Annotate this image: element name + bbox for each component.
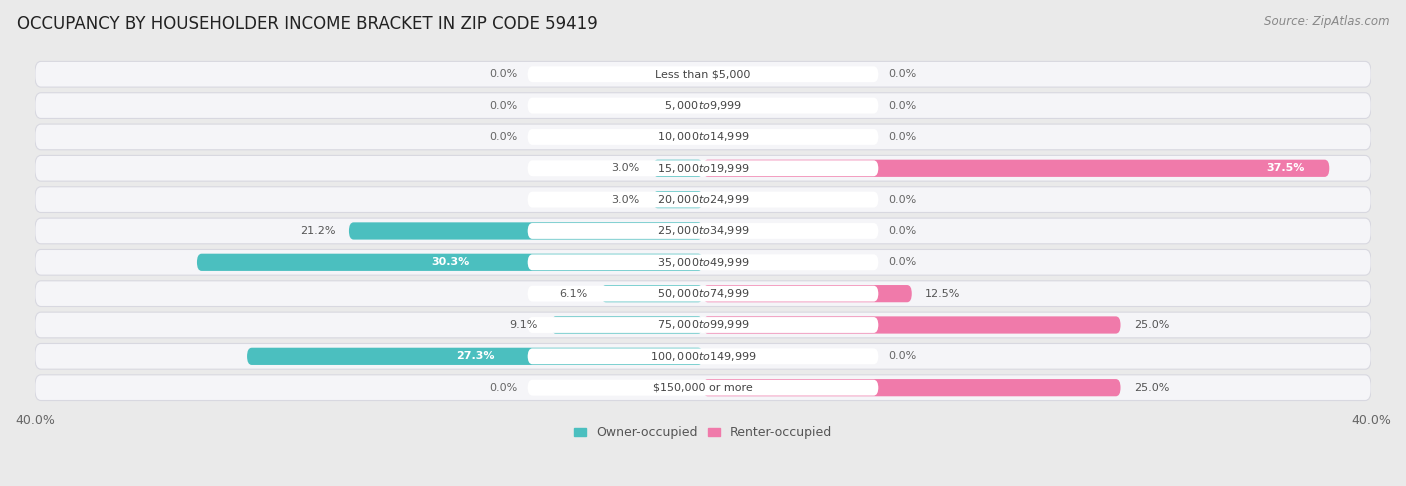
Text: $150,000 or more: $150,000 or more — [654, 382, 752, 393]
Text: 0.0%: 0.0% — [889, 101, 917, 111]
FancyBboxPatch shape — [703, 379, 1121, 396]
FancyBboxPatch shape — [652, 160, 703, 177]
Text: $50,000 to $74,999: $50,000 to $74,999 — [657, 287, 749, 300]
Text: 0.0%: 0.0% — [489, 132, 517, 142]
Text: $10,000 to $14,999: $10,000 to $14,999 — [657, 130, 749, 143]
Text: 3.0%: 3.0% — [612, 163, 640, 174]
Text: 3.0%: 3.0% — [612, 194, 640, 205]
Text: 0.0%: 0.0% — [489, 101, 517, 111]
Text: $100,000 to $149,999: $100,000 to $149,999 — [650, 350, 756, 363]
Text: Less than $5,000: Less than $5,000 — [655, 69, 751, 79]
FancyBboxPatch shape — [703, 316, 1121, 333]
Text: 25.0%: 25.0% — [1133, 320, 1170, 330]
FancyBboxPatch shape — [527, 317, 879, 333]
Text: 0.0%: 0.0% — [889, 257, 917, 267]
FancyBboxPatch shape — [35, 156, 1371, 181]
Text: 0.0%: 0.0% — [489, 69, 517, 79]
FancyBboxPatch shape — [703, 285, 911, 302]
FancyBboxPatch shape — [197, 254, 703, 271]
Text: 0.0%: 0.0% — [889, 69, 917, 79]
Text: 21.2%: 21.2% — [299, 226, 336, 236]
Legend: Owner-occupied, Renter-occupied: Owner-occupied, Renter-occupied — [568, 421, 838, 444]
FancyBboxPatch shape — [35, 218, 1371, 244]
Text: 12.5%: 12.5% — [925, 289, 960, 298]
Text: 6.1%: 6.1% — [560, 289, 588, 298]
FancyBboxPatch shape — [35, 375, 1371, 400]
Text: 0.0%: 0.0% — [489, 382, 517, 393]
Text: $75,000 to $99,999: $75,000 to $99,999 — [657, 318, 749, 331]
Text: $25,000 to $34,999: $25,000 to $34,999 — [657, 225, 749, 238]
FancyBboxPatch shape — [247, 347, 703, 365]
Text: 0.0%: 0.0% — [889, 194, 917, 205]
FancyBboxPatch shape — [35, 281, 1371, 307]
Text: 0.0%: 0.0% — [889, 351, 917, 361]
FancyBboxPatch shape — [527, 223, 879, 239]
FancyBboxPatch shape — [35, 124, 1371, 150]
Text: Source: ZipAtlas.com: Source: ZipAtlas.com — [1264, 15, 1389, 28]
Text: 27.3%: 27.3% — [456, 351, 495, 361]
FancyBboxPatch shape — [35, 344, 1371, 369]
Text: OCCUPANCY BY HOUSEHOLDER INCOME BRACKET IN ZIP CODE 59419: OCCUPANCY BY HOUSEHOLDER INCOME BRACKET … — [17, 15, 598, 33]
Text: 9.1%: 9.1% — [509, 320, 537, 330]
FancyBboxPatch shape — [652, 191, 703, 208]
Text: $20,000 to $24,999: $20,000 to $24,999 — [657, 193, 749, 206]
Text: 25.0%: 25.0% — [1133, 382, 1170, 393]
Text: $15,000 to $19,999: $15,000 to $19,999 — [657, 162, 749, 175]
FancyBboxPatch shape — [35, 61, 1371, 87]
Text: $5,000 to $9,999: $5,000 to $9,999 — [664, 99, 742, 112]
FancyBboxPatch shape — [35, 93, 1371, 119]
FancyBboxPatch shape — [527, 191, 879, 208]
FancyBboxPatch shape — [527, 348, 879, 364]
FancyBboxPatch shape — [527, 160, 879, 176]
FancyBboxPatch shape — [527, 286, 879, 302]
FancyBboxPatch shape — [35, 312, 1371, 338]
FancyBboxPatch shape — [349, 222, 703, 240]
Text: $35,000 to $49,999: $35,000 to $49,999 — [657, 256, 749, 269]
Text: 37.5%: 37.5% — [1265, 163, 1305, 174]
Text: 30.3%: 30.3% — [430, 257, 470, 267]
Text: 0.0%: 0.0% — [889, 226, 917, 236]
FancyBboxPatch shape — [527, 98, 879, 114]
FancyBboxPatch shape — [527, 66, 879, 82]
FancyBboxPatch shape — [35, 187, 1371, 212]
FancyBboxPatch shape — [527, 254, 879, 270]
Text: 0.0%: 0.0% — [889, 132, 917, 142]
FancyBboxPatch shape — [527, 129, 879, 145]
FancyBboxPatch shape — [35, 249, 1371, 275]
FancyBboxPatch shape — [551, 316, 703, 333]
FancyBboxPatch shape — [703, 160, 1329, 177]
FancyBboxPatch shape — [527, 380, 879, 396]
FancyBboxPatch shape — [602, 285, 703, 302]
